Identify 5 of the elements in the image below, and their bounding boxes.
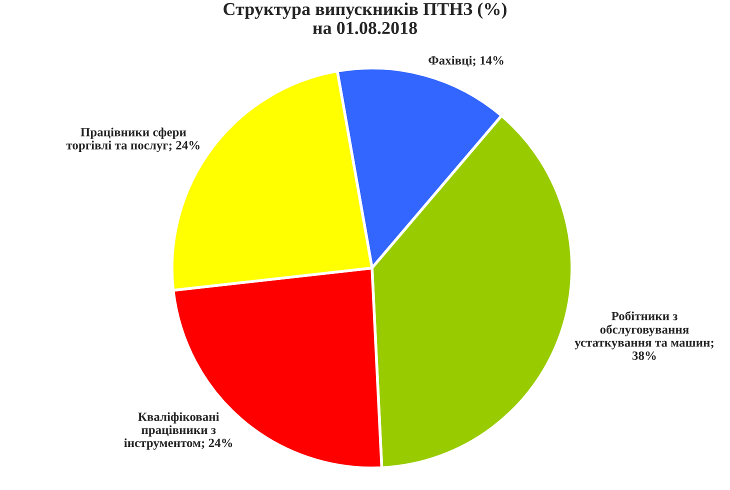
slice-label: Кваліфіковані працівники з інструментом; 24% — [124, 412, 232, 450]
slice-label: Фахівці; 14% — [428, 56, 504, 67]
chart-title: Структура випускників ПТНЗ (%) на 01.08.2018 — [224, 2, 506, 34]
slice-label: Робітники з обслуговування устаткування та машин; 38% — [574, 311, 714, 360]
slice-label: Працівники сфери торгівлі та послуг; 24% — [66, 128, 200, 152]
